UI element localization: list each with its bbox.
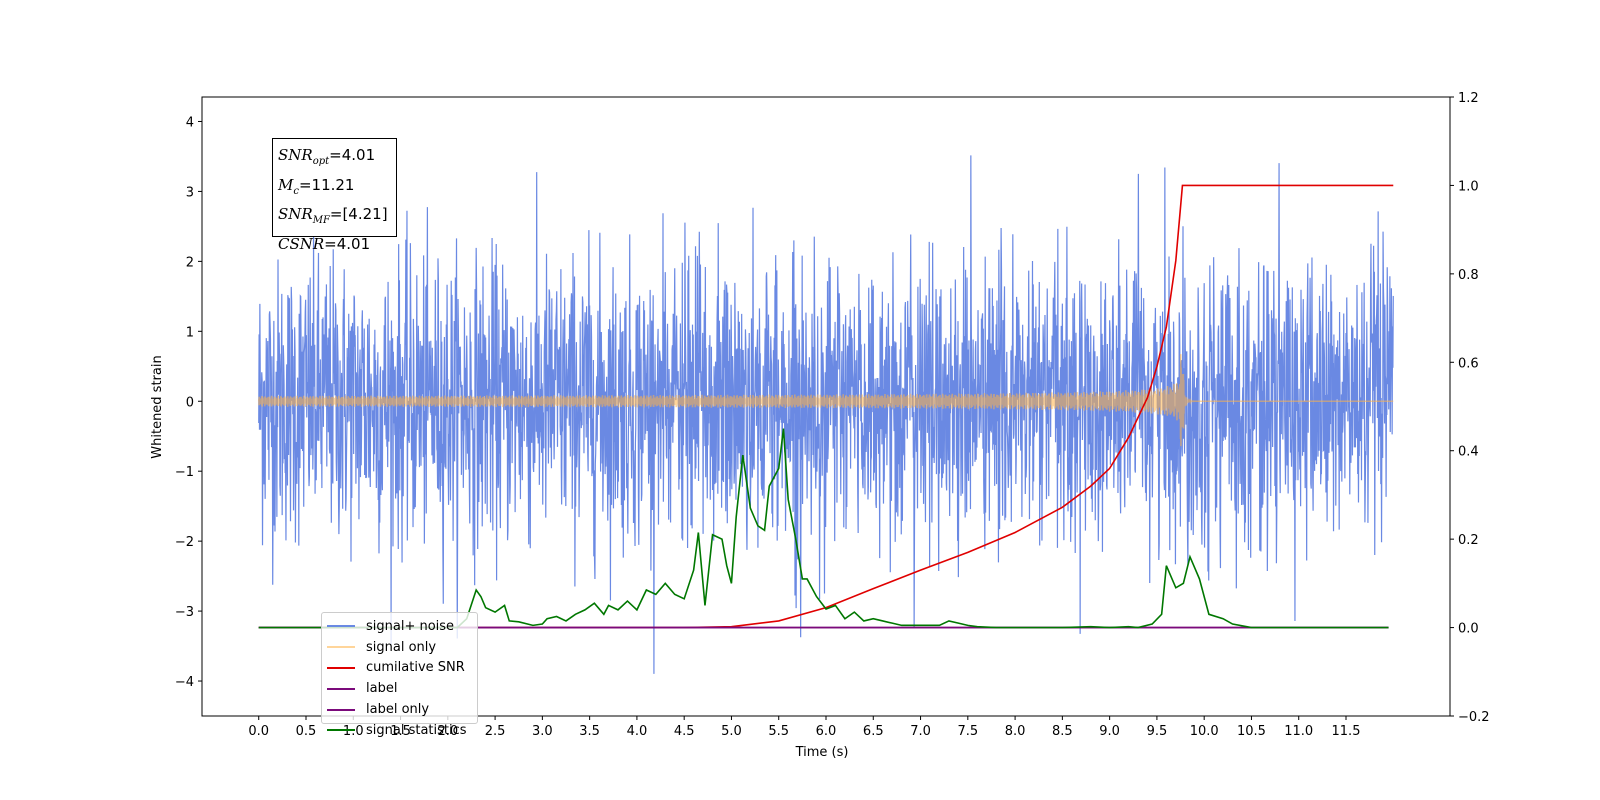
- annotation-symbol: M: [278, 175, 294, 194]
- x-tick-label: 2.5: [485, 724, 506, 739]
- x-tick-label: 3.5: [579, 724, 600, 739]
- left-y-tick-label: −3: [175, 605, 194, 620]
- annotation-value: =4.01: [329, 146, 376, 164]
- legend-label: label: [366, 681, 398, 697]
- legend-item: signal only: [322, 637, 477, 658]
- x-tick-label: 9.5: [1147, 724, 1168, 739]
- left-y-tick-label: 4: [186, 115, 194, 130]
- x-tick-label: 0.0: [248, 724, 269, 739]
- x-tick-label: 2.0: [437, 724, 458, 739]
- x-tick-label: 6.5: [863, 724, 884, 739]
- annotation-symbol: CSNR: [278, 234, 325, 253]
- legend-swatch: [327, 646, 355, 649]
- left-y-tick-label: 1: [186, 325, 194, 340]
- legend-swatch: [327, 625, 355, 628]
- left-y-tick-label: −1: [175, 465, 194, 480]
- x-tick-label: 5.0: [721, 724, 742, 739]
- x-tick-label: 6.0: [816, 724, 837, 739]
- left-y-tick-label: −4: [175, 675, 194, 690]
- x-tick-label: 0.5: [296, 724, 317, 739]
- legend-item: label only: [322, 699, 477, 720]
- x-tick-label: 8.5: [1052, 724, 1073, 739]
- x-tick-label: 4.0: [627, 724, 648, 739]
- legend-label: signal statistics: [366, 722, 467, 738]
- legend-swatch: [327, 729, 355, 732]
- x-tick-label: 3.0: [532, 724, 553, 739]
- legend-swatch: [327, 708, 355, 711]
- annotation-line: SNRopt=4.01: [278, 144, 391, 174]
- right-y-tick-label: −0.2: [1458, 710, 1490, 725]
- annotation-value: =11.21: [298, 175, 355, 194]
- legend-item: label: [322, 678, 477, 699]
- x-tick-label: 7.0: [910, 724, 931, 739]
- x-tick-label: 4.5: [674, 724, 695, 739]
- x-axis-ticks: 0.0 0.5 1.0 1.5 2.0 2.5 3.0 3.5 4.0 4.5 5.0 5.5 6.0 6…: [248, 716, 1360, 739]
- x-tick-label: 7.5: [957, 724, 978, 739]
- x-tick-label: 11.5: [1332, 724, 1361, 739]
- right-y-tick-label: 1.0: [1458, 179, 1479, 194]
- left-y-tick-label: 3: [186, 185, 194, 200]
- annotation-line: Mc=11.21: [278, 174, 391, 204]
- x-tick-label: 8.0: [1005, 724, 1026, 739]
- annotation-subscript: MF: [312, 215, 330, 226]
- annotation-line: CSNR=4.01: [278, 233, 391, 256]
- right-y-axis-ticks: 1.2 1.0 0.8 0.6 0.4 0.2 0.0 −0.2: [1450, 91, 1490, 725]
- x-axis-label: Time (s): [795, 745, 849, 760]
- series-layer: [257, 155, 1394, 674]
- series-line-1: [257, 354, 1394, 447]
- annotation-symbol: SNR: [278, 205, 313, 223]
- legend-swatch: [327, 666, 355, 669]
- legend-item: signal statistics: [322, 720, 477, 741]
- annotation-subscript: opt: [312, 156, 330, 167]
- legend-label: cumilative SNR: [366, 660, 465, 676]
- x-tick-label: 1.0: [343, 724, 364, 739]
- left-y-axis-ticks: 4 3 2 1 0 −1 −2 −3 −4: [175, 115, 202, 690]
- series-line-0: [258, 155, 1394, 674]
- annotation-symbol: SNR: [278, 146, 313, 164]
- legend-label: signal only: [366, 639, 437, 655]
- annotation-subscript: c: [293, 185, 299, 197]
- x-tick-label: 9.0: [1099, 724, 1120, 739]
- annotation-line: SNRMF=[4.21]: [278, 203, 391, 233]
- legend-label: label only: [366, 702, 430, 718]
- right-y-tick-label: 1.2: [1458, 91, 1479, 106]
- annotation-value: =[4.21]: [329, 205, 388, 223]
- x-tick-label: 5.5: [768, 724, 789, 739]
- series-line-2: [258, 184, 1394, 629]
- annotation-value: =4.01: [324, 234, 371, 253]
- right-y-tick-label: 0.4: [1458, 445, 1479, 460]
- x-tick-label: 11.0: [1284, 724, 1313, 739]
- legend: signal+ noise signal only cumilative SNR la…: [321, 612, 478, 738]
- legend-label: signal+ noise: [366, 618, 455, 634]
- left-y-tick-label: 2: [186, 255, 194, 270]
- right-y-tick-label: 0.2: [1458, 533, 1479, 548]
- right-y-tick-label: 0.0: [1458, 622, 1479, 637]
- left-y-tick-label: −2: [175, 535, 194, 550]
- stats-annotation-box: SNRopt=4.01 Mc=11.21 SNRMF=[4.21] CSNR=4.01: [272, 138, 397, 253]
- left-y-tick-label: 0: [186, 395, 194, 410]
- legend-item: cumilative SNR: [322, 658, 477, 679]
- legend-swatch: [327, 687, 355, 690]
- y-axis-label: Whitened strain: [150, 355, 165, 458]
- x-tick-label: 1.5: [390, 724, 411, 739]
- right-y-tick-label: 0.6: [1458, 356, 1479, 371]
- legend-item: signal+ noise: [322, 616, 477, 637]
- x-tick-label: 10.5: [1237, 724, 1266, 739]
- right-y-tick-label: 0.8: [1458, 268, 1479, 283]
- series-line-5: [258, 428, 1389, 629]
- x-tick-label: 10.0: [1190, 724, 1219, 739]
